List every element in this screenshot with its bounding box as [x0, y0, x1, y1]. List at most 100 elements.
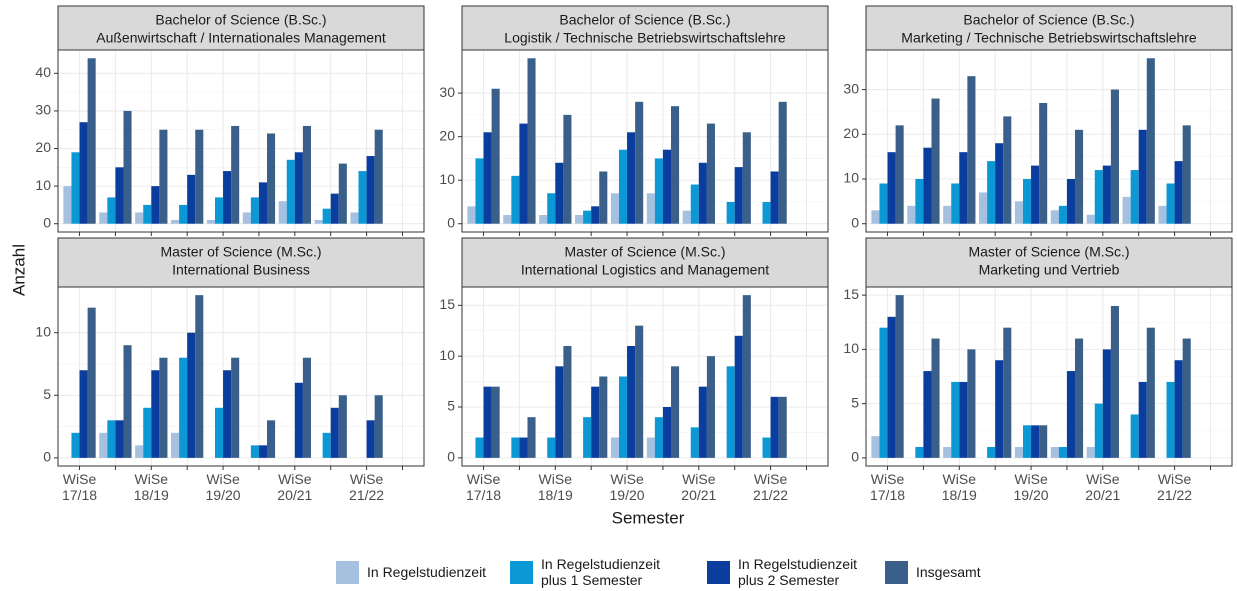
y-tick-label: 30: [439, 84, 455, 100]
bar: [599, 171, 608, 224]
bar: [107, 197, 116, 224]
strip: [461, 5, 829, 51]
strip-title: Master of Science (M.Sc.): [564, 244, 725, 260]
strip-title: Master of Science (M.Sc.): [160, 244, 321, 260]
bar: [187, 174, 196, 224]
bar: [467, 206, 476, 224]
bar: [143, 407, 152, 458]
bar: [907, 205, 916, 224]
bar: [967, 349, 976, 458]
bar: [503, 215, 512, 224]
bar: [1039, 102, 1048, 224]
bar: [967, 76, 976, 224]
bar: [1146, 327, 1155, 458]
y-tick-label: 20: [35, 139, 51, 155]
bar: [519, 437, 528, 458]
strip: [865, 237, 1233, 288]
strip-subtitle: Marketing und Vertrieb: [979, 262, 1120, 278]
bar: [250, 197, 259, 224]
y-tick-label: 10: [439, 171, 455, 187]
bar: [1075, 129, 1084, 224]
bar: [1031, 425, 1040, 458]
bar: [583, 417, 592, 458]
bar: [770, 396, 779, 458]
panel-background: [462, 287, 828, 466]
bar: [879, 183, 888, 224]
bar: [635, 325, 644, 458]
y-tick-label: 0: [447, 214, 455, 230]
bar: [895, 295, 904, 458]
x-tick-label: WiSe 19/20: [609, 471, 645, 503]
strip-title: Bachelor of Science (B.Sc.): [963, 12, 1134, 28]
bar: [171, 432, 180, 458]
bar: [698, 386, 707, 458]
bar: [366, 420, 375, 458]
bar: [646, 193, 655, 224]
bar: [99, 432, 108, 458]
strip-subtitle: International Business: [172, 262, 310, 278]
bar: [654, 417, 663, 458]
legend-label: Insgesamt: [916, 564, 981, 580]
bar: [931, 98, 940, 224]
bar: [555, 366, 564, 458]
bar: [887, 316, 896, 458]
bar: [762, 201, 771, 224]
bar: [618, 149, 628, 224]
bar: [959, 381, 968, 458]
y-tick-label: 5: [851, 394, 859, 410]
strip-subtitle: Außenwirtschaft / Internationales Manage…: [96, 30, 386, 46]
bar: [671, 106, 680, 224]
bar: [350, 212, 359, 224]
strip-subtitle: Logistik / Technische Betriebswirtschaft…: [504, 30, 786, 46]
x-tick-label: WiSe 20/21: [277, 471, 313, 503]
y-tick-label: 15: [843, 286, 859, 302]
strip-title: Master of Science (M.Sc.): [968, 244, 1129, 260]
bar: [662, 407, 672, 458]
bar: [123, 110, 132, 224]
bar: [99, 212, 108, 224]
bar: [895, 125, 904, 224]
bar: [1182, 338, 1191, 458]
bar: [302, 125, 311, 224]
bar: [871, 210, 880, 224]
bar: [563, 114, 572, 224]
strip-subtitle: Marketing / Technische Betriebswirtschaf…: [901, 30, 1197, 46]
bar: [591, 206, 600, 224]
bar: [1022, 179, 1032, 224]
bar: [995, 360, 1004, 458]
legend-label: In Regelstudienzeit plus 1 Semester: [541, 556, 661, 588]
bar: [179, 357, 188, 458]
bar: [258, 182, 268, 224]
bar: [206, 219, 215, 224]
bar: [1086, 214, 1095, 224]
bar: [231, 357, 240, 458]
bar: [734, 335, 743, 458]
bar: [87, 58, 96, 224]
bar: [330, 407, 339, 458]
bar: [1130, 170, 1139, 224]
bar: [491, 88, 500, 224]
bar: [879, 327, 888, 458]
y-tick-label: 10: [439, 347, 455, 363]
bar: [294, 382, 303, 458]
bar: [115, 420, 124, 458]
x-tick-label: WiSe 20/21: [681, 471, 717, 503]
strip: [461, 237, 829, 288]
bar: [267, 133, 276, 224]
bar: [1174, 161, 1183, 224]
bar: [1102, 349, 1111, 458]
bar: [742, 132, 751, 224]
x-tick-label: WiSe 21/22: [753, 471, 789, 503]
legend-key: [510, 561, 533, 584]
bar: [1110, 89, 1119, 224]
strip-subtitle: International Logistics and Management: [521, 262, 769, 278]
y-tick-label: 0: [43, 214, 51, 230]
x-tick-label: WiSe 17/18: [61, 471, 98, 503]
bar: [1014, 201, 1023, 224]
bar: [591, 386, 600, 458]
bar: [223, 171, 232, 224]
bar: [979, 192, 988, 224]
bar: [374, 395, 383, 458]
bar: [1102, 165, 1111, 224]
